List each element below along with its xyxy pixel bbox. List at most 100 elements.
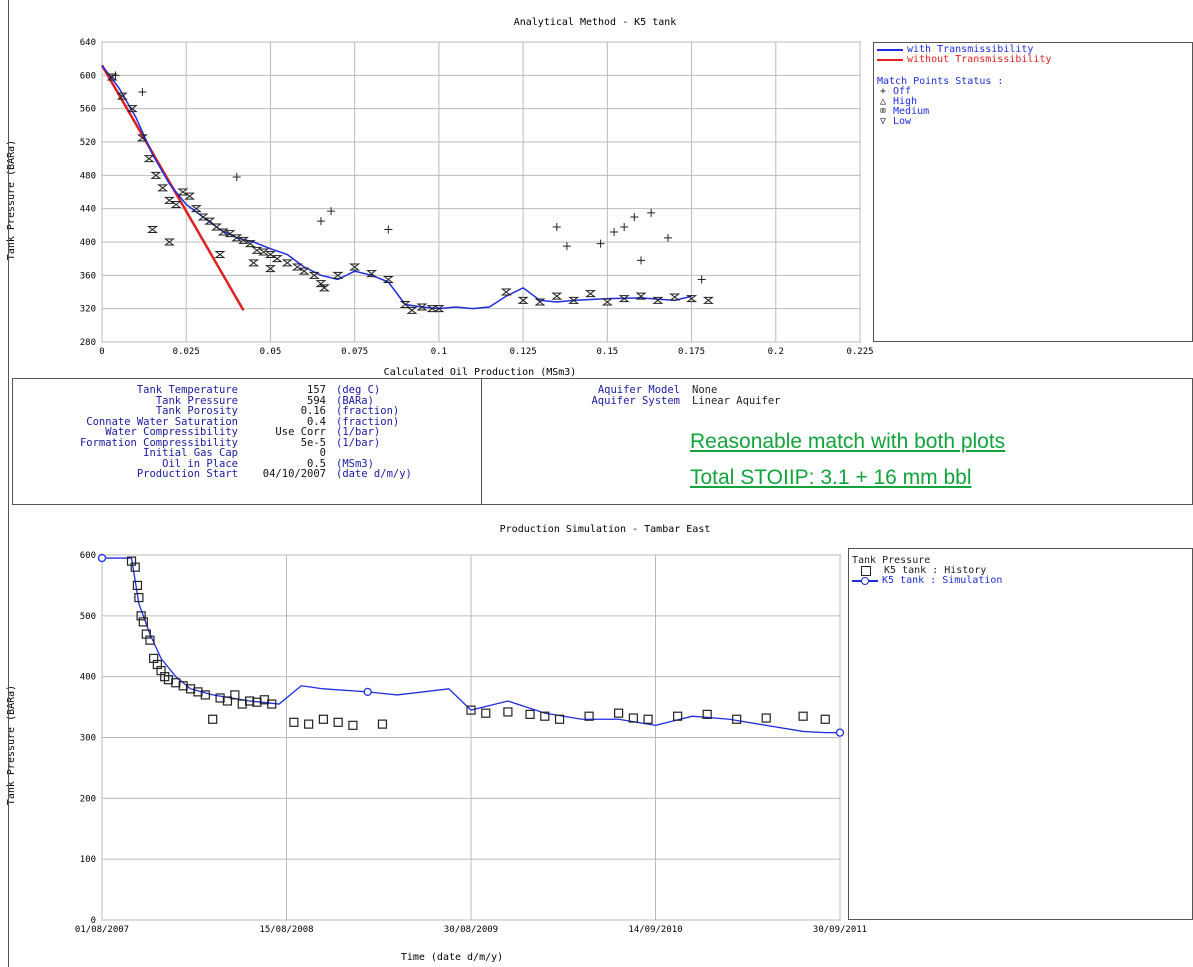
medium-match-point (170, 201, 182, 208)
medium-match-point (204, 217, 216, 225)
param-row: Oil in Place 0.5 (MSm3) (162, 457, 374, 470)
medium-match-point (244, 240, 256, 248)
history-point (613, 708, 624, 718)
tank-parameters: Tank Temperature 157 (deg C) Tank Pressure… (10, 385, 456, 480)
medium-match-point (686, 295, 698, 303)
off-match-point (596, 239, 605, 248)
bottom-chart-series (97, 553, 845, 737)
medium-match-point (426, 305, 438, 313)
medium-match-point (366, 270, 378, 278)
y-tick-label: 400 (80, 238, 96, 248)
medium-match-point (106, 73, 118, 81)
medium-match-point (534, 298, 546, 306)
history-point (237, 699, 247, 709)
medium-match-point (568, 296, 580, 304)
param-row: Formation Compressibility 5e-5 (1/bar) (79, 436, 381, 449)
aquifer-row: Aquifer System Linear Aquifer (591, 394, 781, 407)
top-chart-ylabel: Tank Pressure (BARa) (6, 140, 17, 260)
y-tick-label: 640 (80, 38, 96, 48)
x-tick-label: 0.225 (846, 347, 873, 357)
simulation-marker (363, 687, 372, 697)
y-tick-label: 360 (80, 271, 96, 281)
match-status-off: + Off (877, 87, 1052, 97)
y-tick-label: 0 (91, 916, 96, 926)
history-point (215, 693, 225, 703)
param-row: Tank Porosity 0.16 (fraction) (155, 405, 400, 417)
history-point (130, 562, 140, 572)
y-tick-label: 200 (80, 794, 96, 804)
legend-history: K5 tank : History (852, 566, 1002, 576)
medium-match-point (399, 301, 411, 308)
history-point (584, 711, 594, 721)
history-point (289, 717, 299, 727)
medium-match-point (652, 296, 664, 304)
medium-match-point (281, 259, 293, 267)
bottom-chart-title: Production Simulation - Tambar East (500, 524, 711, 535)
medium-match-point (298, 267, 310, 275)
medium-match-point (264, 265, 276, 273)
medium-match-point (669, 293, 681, 301)
top-plot-frame (101, 41, 861, 343)
medium-match-point (251, 246, 263, 254)
off-match-point (111, 71, 120, 80)
medium-match-point (258, 248, 270, 256)
match-status-low: ▽ Low (877, 117, 1052, 127)
history-point (304, 719, 314, 729)
medium-match-point (517, 296, 529, 304)
legend-with-transmissibility: with Transmissibility (877, 45, 1052, 55)
history-point (348, 720, 358, 730)
x-tick-label: 0.05 (260, 347, 282, 357)
top-chart-grid (101, 41, 861, 343)
y-tick-label: 520 (80, 138, 96, 148)
medium-match-point (237, 236, 249, 244)
bottom-chart-ticks: 01/08/2007 15/08/2008 30/08/2009 14/09/2010… (75, 551, 867, 935)
history-point (377, 719, 388, 729)
medium-match-point (157, 184, 169, 192)
x-tick-label: 0.075 (341, 347, 368, 357)
history-point (145, 635, 155, 645)
off-match-point (620, 223, 629, 231)
top-chart-ticks: 0 0.025 0.05 0.075 0.1 0.125 0.15 0.175 0.2 0.225… (80, 38, 874, 357)
square-marker-icon (861, 566, 871, 576)
param-row: Tank Temperature 157 (deg C) (136, 384, 381, 396)
legend-simulation: K5 tank : Simulation (852, 576, 1002, 586)
history-point (132, 580, 143, 591)
medium-match-point (197, 213, 209, 221)
off-match-point (138, 88, 147, 96)
history-point (673, 711, 683, 721)
history-point (230, 690, 240, 700)
off-match-point (316, 217, 325, 226)
medium-match-point (349, 263, 361, 271)
medium-match-point (214, 251, 226, 258)
history-point (702, 709, 712, 719)
medium-match-point (177, 188, 189, 196)
bottom-legend: Tank Pressure K5 tank : History K5 tank … (852, 556, 1002, 586)
off-match-point (697, 275, 706, 284)
medium-match-point (551, 292, 563, 300)
medium-match-point (618, 295, 630, 303)
with-transmissibility-line (101, 64, 692, 310)
history-point (643, 714, 653, 724)
simulation-marker (835, 728, 845, 737)
x-tick-label: 30/08/2009 (444, 925, 498, 935)
history-point (554, 714, 565, 724)
y-tick-label: 320 (80, 305, 96, 315)
triangle-down-icon: ▽ (879, 116, 887, 127)
off-match-point (384, 225, 393, 234)
history-point (820, 714, 830, 724)
param-row: Tank Pressure 594 (BARa) (155, 394, 374, 407)
x-tick-label: 30/09/2011 (813, 925, 867, 935)
bottom-chart-xlabel: Time (date d/m/y) (401, 952, 503, 963)
parameters-divider (481, 378, 482, 505)
history-point (466, 705, 476, 715)
param-row: Production Start 04/10/2007 (date d/m/y) (136, 468, 412, 480)
medium-match-point (702, 296, 714, 304)
medium-match-point (500, 288, 512, 296)
medium-match-point (601, 298, 613, 306)
x-tick-label: 0.15 (596, 347, 618, 357)
y-tick-label: 600 (80, 551, 96, 561)
production-simulation-chart: Production Simulation - Tambar East 01/0… (6, 524, 867, 963)
blue-line-icon (877, 49, 903, 51)
medium-match-point (315, 280, 327, 288)
analytical-method-chart: Analytical Method - K5 tank 0 0.025 0.05 0.… (6, 17, 874, 378)
